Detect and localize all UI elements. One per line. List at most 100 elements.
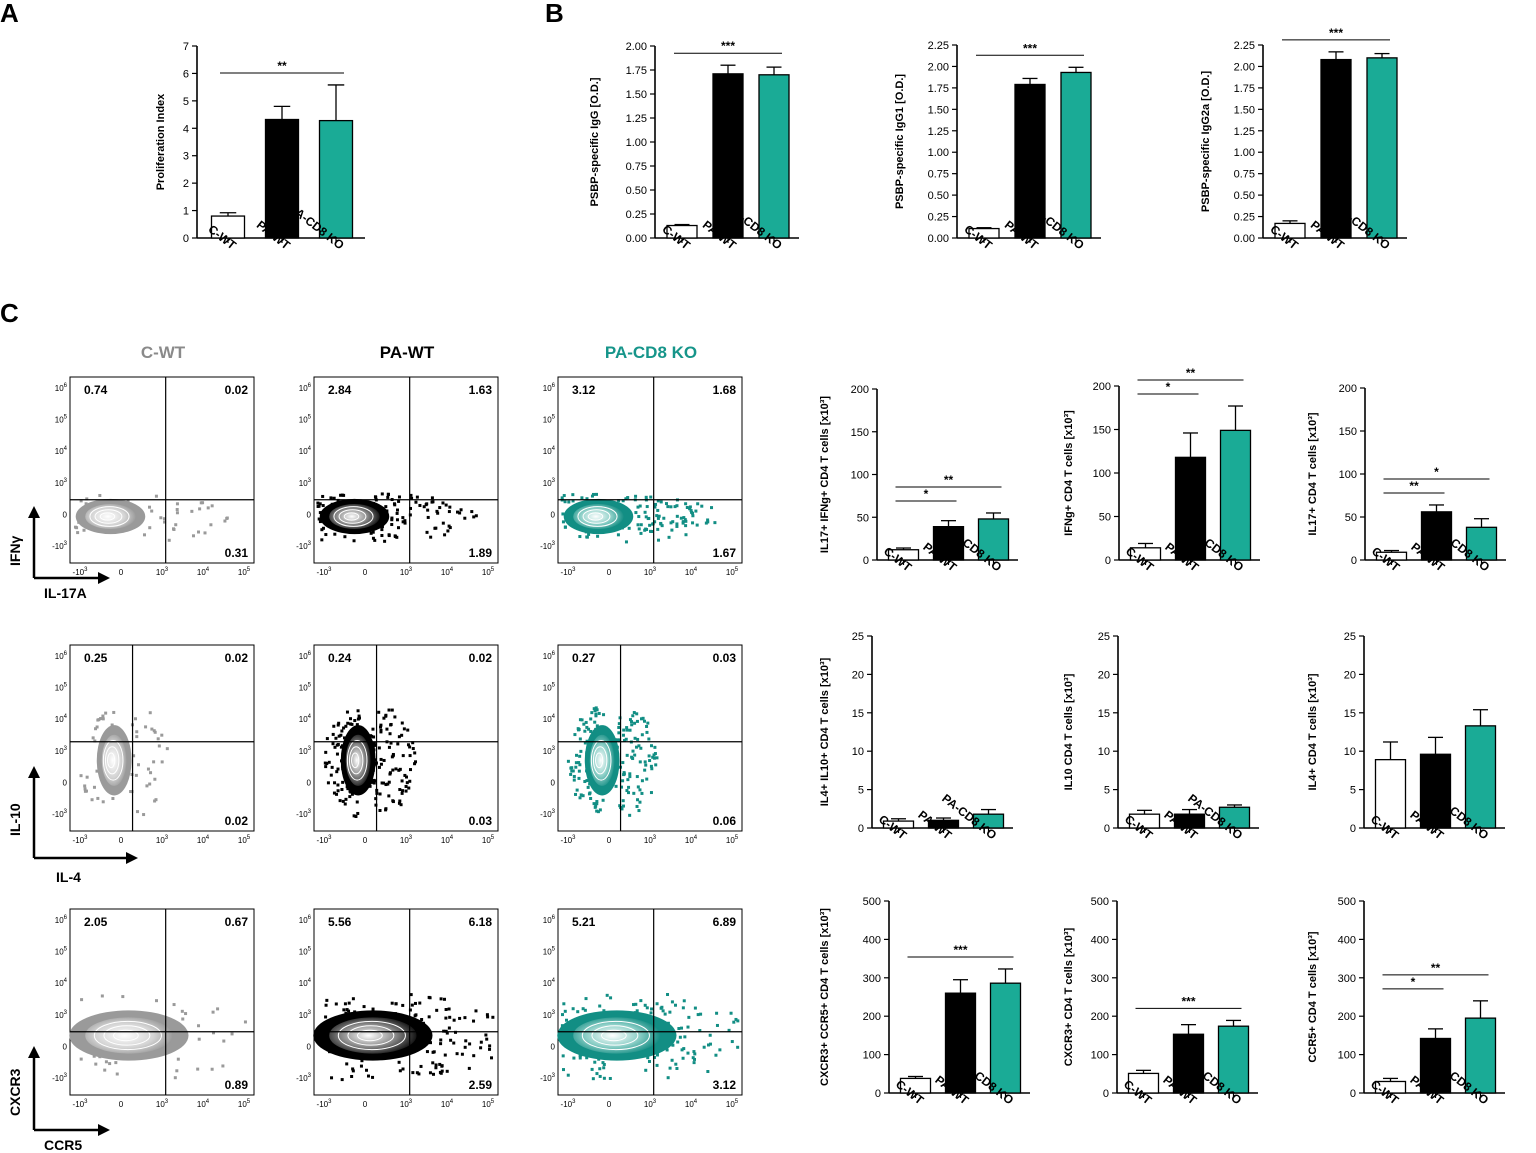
flow-y-tick-label: 104 bbox=[55, 446, 68, 456]
flow-y-tick-label: 103 bbox=[543, 746, 556, 756]
flow-contour bbox=[102, 740, 124, 781]
flow-plot-frame bbox=[69, 908, 255, 1096]
flow-event bbox=[99, 717, 103, 721]
flow-event bbox=[693, 1052, 697, 1056]
flow-y-tick-label: 103 bbox=[299, 746, 312, 756]
flow-event bbox=[463, 1016, 467, 1020]
flow-event bbox=[468, 1042, 472, 1046]
flow-event bbox=[321, 526, 325, 530]
flow-event bbox=[585, 779, 589, 783]
flow-event bbox=[630, 723, 634, 727]
y-tick-label: 100 bbox=[863, 1050, 881, 1062]
flow-event bbox=[440, 1064, 444, 1068]
flow-event bbox=[640, 791, 644, 795]
flow-event bbox=[404, 789, 408, 793]
flow-x-tick-label: 103 bbox=[156, 567, 169, 577]
flow-plot-frame bbox=[69, 376, 255, 564]
flow-plot-frame bbox=[313, 376, 499, 564]
flow-contour bbox=[581, 1020, 650, 1051]
marker-label-x-row3: CCR5 bbox=[44, 1137, 82, 1153]
flow-event bbox=[411, 1071, 415, 1075]
flow-event bbox=[617, 722, 621, 726]
flow-x-tick-label: 103 bbox=[400, 567, 413, 577]
flow-event bbox=[624, 540, 628, 544]
flow-event bbox=[578, 1056, 582, 1060]
flow-event bbox=[174, 523, 178, 527]
quadrant-value-upper-left: 5.56 bbox=[328, 915, 352, 929]
flow-x-tick-label: 104 bbox=[197, 835, 210, 845]
flow-density bbox=[572, 502, 625, 531]
flow-event bbox=[339, 493, 343, 497]
flow-event bbox=[331, 742, 335, 746]
flow-event bbox=[411, 741, 415, 745]
flow-event bbox=[82, 528, 86, 532]
flow-event bbox=[101, 717, 105, 721]
flow-event bbox=[430, 496, 434, 500]
flow-x-tick-label: 103 bbox=[156, 835, 169, 845]
flow-event bbox=[426, 508, 430, 512]
flow-event bbox=[463, 1045, 467, 1049]
flow-event bbox=[706, 518, 710, 522]
flow-event bbox=[636, 505, 640, 509]
flow-event bbox=[371, 530, 375, 534]
y-tick-label: 1.75 bbox=[626, 65, 647, 77]
flow-event bbox=[676, 1040, 680, 1044]
flow-y-tick-label: 104 bbox=[543, 446, 556, 456]
flow-event bbox=[668, 1010, 672, 1014]
y-tick-label: 0.50 bbox=[1234, 190, 1255, 202]
flow-event bbox=[684, 519, 688, 523]
flow-contour bbox=[333, 506, 374, 527]
flow-event bbox=[632, 1003, 636, 1007]
flow-event bbox=[684, 502, 688, 506]
flow-event bbox=[583, 729, 587, 733]
quadrant-value-upper-right: 1.68 bbox=[713, 383, 737, 397]
flow-event bbox=[347, 1009, 351, 1013]
flow-event bbox=[653, 505, 657, 509]
flow-event bbox=[633, 721, 637, 725]
flow-event bbox=[616, 533, 620, 537]
y-tick-label: 10 bbox=[1344, 746, 1356, 758]
flow-plot-frame bbox=[557, 376, 743, 564]
flow-plot-r1-c2: 2.84 1.63 1.89 106 105 104 103 0 -103 -103 0 103 104… bbox=[296, 376, 499, 577]
flow-event bbox=[318, 520, 322, 524]
flow-event bbox=[197, 1037, 201, 1041]
flow-event bbox=[336, 498, 340, 502]
y-axis-label: CCR5+ CD4 T cells [x10³] bbox=[1307, 931, 1319, 1062]
quadrant-value-lower-right: 2.59 bbox=[469, 1078, 493, 1092]
flow-event bbox=[350, 1074, 354, 1078]
flow-plot-frame bbox=[69, 644, 255, 832]
flow-event bbox=[663, 1012, 667, 1016]
flow-event bbox=[398, 799, 402, 803]
flow-event bbox=[369, 531, 373, 535]
flow-contour bbox=[348, 746, 364, 775]
flow-event bbox=[445, 1069, 449, 1073]
flow-event bbox=[374, 797, 378, 801]
flow-event bbox=[353, 719, 357, 723]
flow-event bbox=[631, 749, 635, 753]
flow-contour bbox=[93, 1020, 162, 1051]
flow-event bbox=[409, 506, 413, 510]
y-tick-label: 50 bbox=[1099, 512, 1111, 524]
flow-event bbox=[396, 526, 400, 530]
flow-event bbox=[175, 1069, 179, 1073]
y-tick-label: 10 bbox=[1098, 746, 1110, 758]
flow-event bbox=[152, 729, 156, 733]
y-tick-label: 0 bbox=[1103, 1088, 1109, 1100]
flow-event bbox=[593, 709, 597, 713]
flow-event bbox=[582, 722, 586, 726]
flow-x-tick-label: 104 bbox=[685, 835, 698, 845]
flow-event bbox=[643, 1003, 647, 1007]
flow-contour bbox=[107, 752, 116, 769]
flow-event bbox=[561, 512, 565, 516]
y-axis-label: IL17+ IFNg+ CD4 T cells [x10³] bbox=[819, 396, 831, 553]
flow-event bbox=[441, 521, 445, 525]
flow-event bbox=[343, 1002, 347, 1006]
flow-event bbox=[372, 735, 376, 739]
flow-y-tick-label: 106 bbox=[55, 915, 68, 925]
flow-event bbox=[638, 800, 642, 804]
y-tick-label: 0.25 bbox=[928, 212, 949, 224]
flow-event bbox=[92, 1054, 96, 1058]
bar-pa-cd8ko bbox=[989, 982, 1022, 1094]
significance-label: ** bbox=[1186, 366, 1196, 380]
y-tick-label: 200 bbox=[863, 1011, 881, 1023]
